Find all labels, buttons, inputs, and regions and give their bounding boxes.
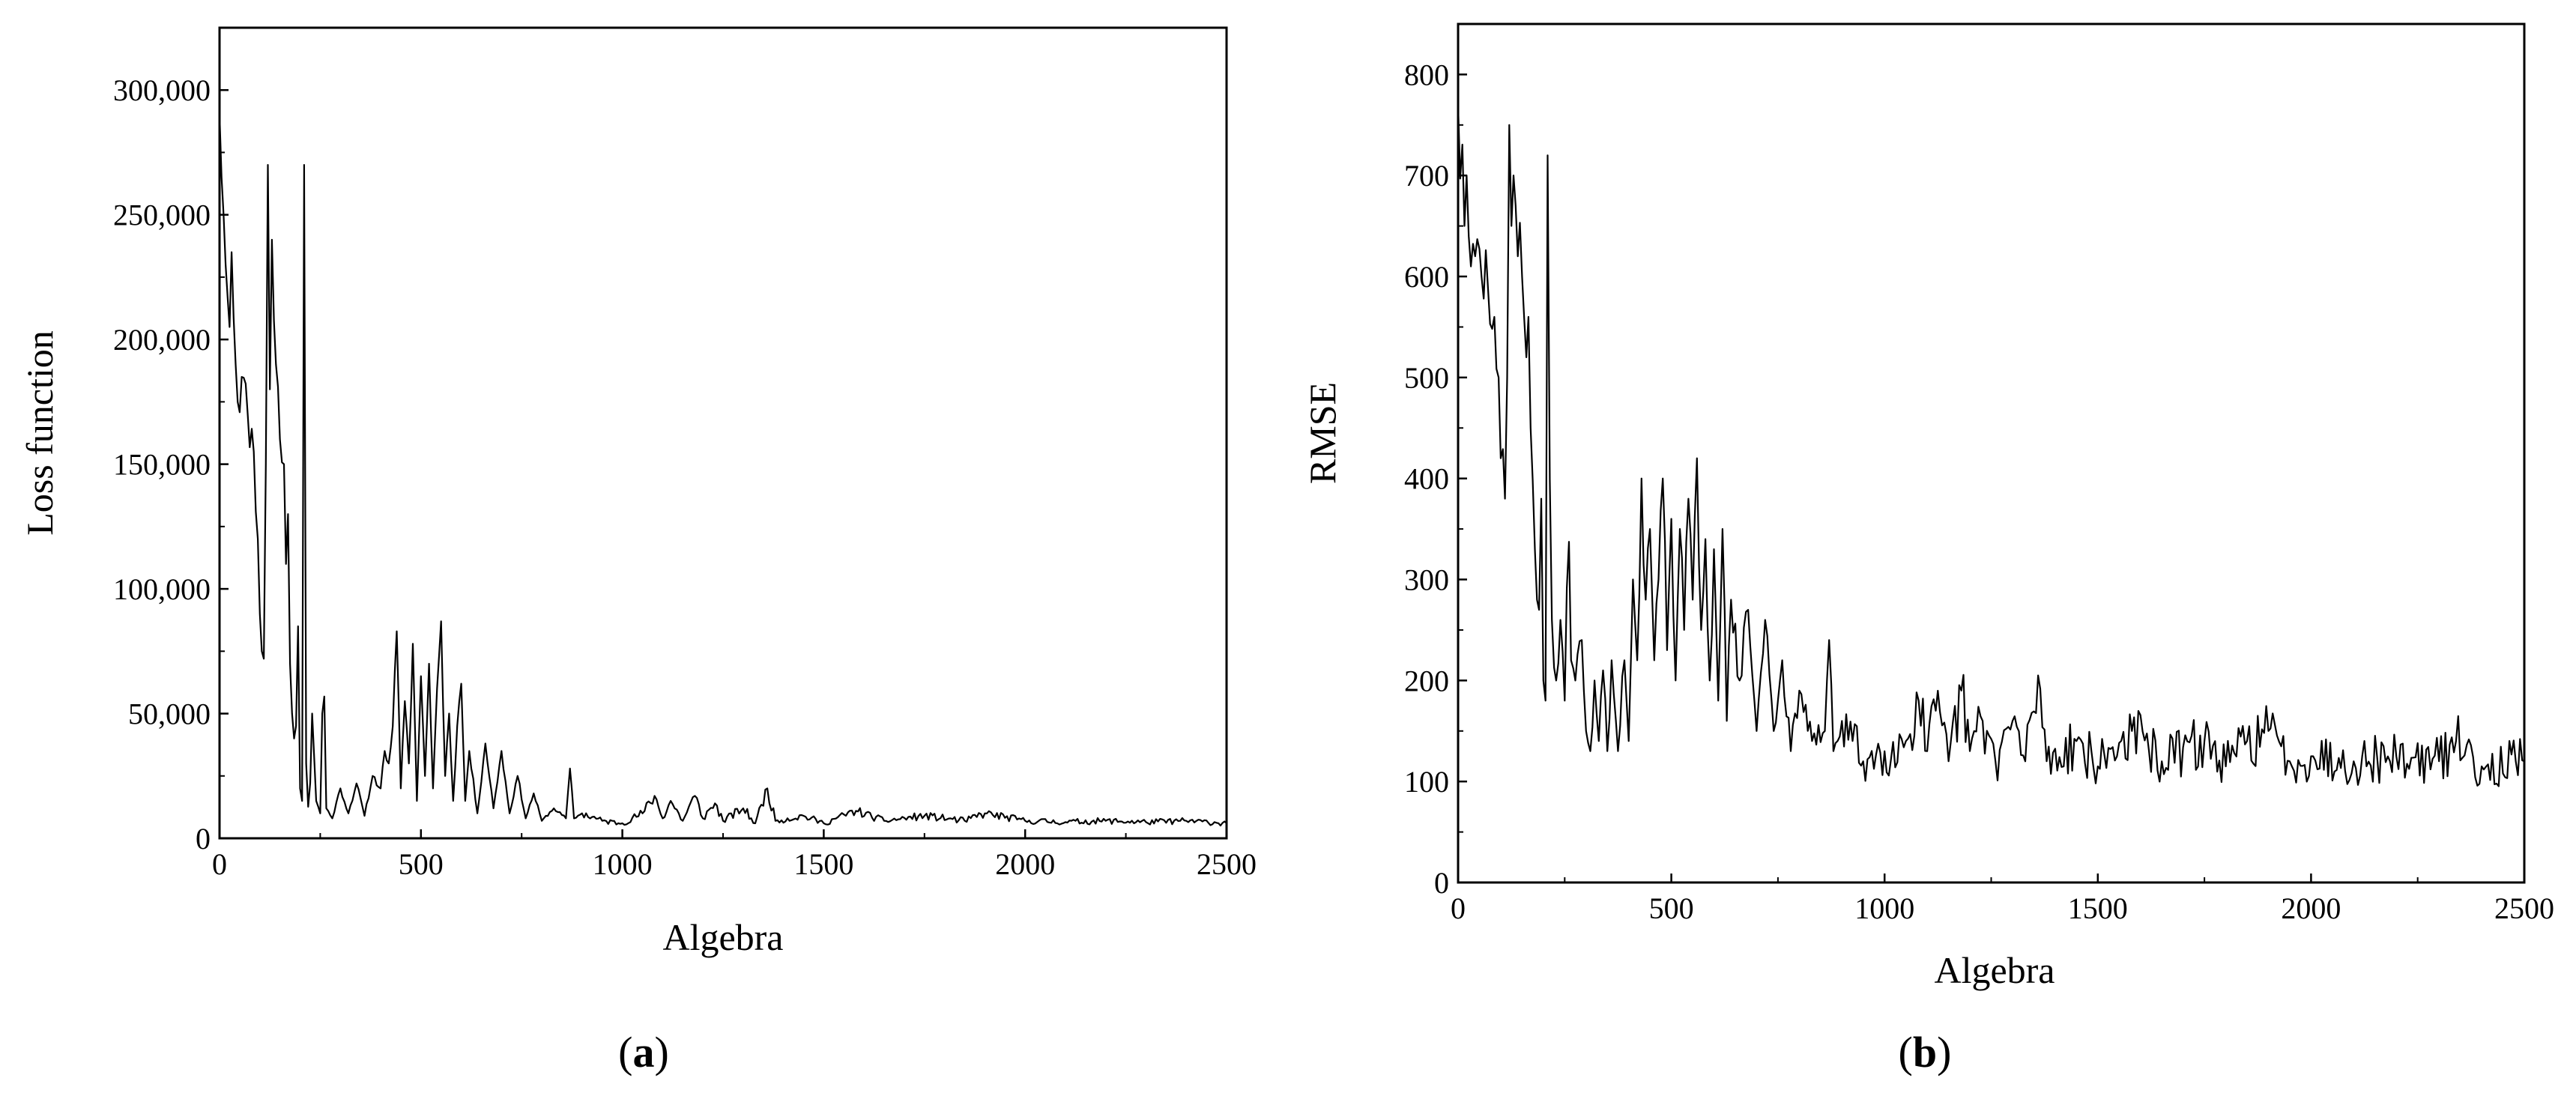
y-tick-label: 150,000 bbox=[113, 448, 211, 482]
y-tick-label: 50,000 bbox=[128, 697, 211, 731]
x-axis-ticks-a: 0 500 1000 1500 2000 2500 bbox=[212, 829, 1257, 881]
x-tick-label: 500 bbox=[399, 847, 444, 881]
y-axis-ticks-a: 0 50,000 100,000 150,000 200,000 250,000 300,0… bbox=[113, 27, 229, 856]
x-tick-label: 2500 bbox=[1197, 847, 1257, 881]
x-axis-title-a: Algebra bbox=[662, 916, 783, 958]
y-axis-ticks-b: 0 100 200 300 400 500 600 700 800 bbox=[1404, 23, 1467, 900]
y-tick-label: 0 bbox=[1434, 866, 1449, 900]
y-axis-title-a: Loss function bbox=[19, 330, 61, 536]
y-tick-label: 700 bbox=[1404, 159, 1449, 193]
y-tick-label: 400 bbox=[1404, 462, 1449, 496]
x-axis-title-b: Algebra bbox=[1934, 949, 2055, 991]
x-tick-label: 1000 bbox=[593, 847, 653, 881]
rmse-line bbox=[1457, 104, 2525, 787]
y-tick-label: 500 bbox=[1404, 361, 1449, 395]
y-axis-title-b: RMSE bbox=[1301, 382, 1343, 484]
x-tick-label: 2500 bbox=[2494, 891, 2554, 925]
plot-frame-a bbox=[218, 26, 1228, 840]
y-tick-label: 600 bbox=[1404, 260, 1449, 294]
x-tick-label: 0 bbox=[212, 847, 227, 881]
y-tick-label: 300 bbox=[1404, 563, 1449, 597]
y-tick-label: 300,000 bbox=[113, 73, 211, 107]
x-tick-label: 1500 bbox=[2068, 891, 2128, 925]
x-tick-label: 1000 bbox=[1854, 891, 1914, 925]
y-tick-label: 200,000 bbox=[113, 323, 211, 357]
loss-function-line bbox=[218, 115, 1227, 827]
x-tick-label: 500 bbox=[1649, 891, 1694, 925]
x-tick-label: 2000 bbox=[995, 847, 1055, 881]
panel-letter-b: b bbox=[1913, 1028, 1937, 1077]
y-tick-label: 800 bbox=[1404, 58, 1449, 91]
chart-panel-a: 0 50,000 100,000 150,000 200,000 250,000 300,0… bbox=[19, 26, 1257, 1077]
x-tick-label: 0 bbox=[1451, 891, 1466, 925]
plot-frame-b bbox=[1457, 22, 2526, 884]
chart-panel-b: 0 100 200 300 400 500 600 700 800 0 500 1000 1500 20… bbox=[1301, 22, 2554, 1077]
x-tick-label: 1500 bbox=[793, 847, 853, 881]
y-tick-label: 100 bbox=[1404, 765, 1449, 799]
x-axis-ticks-b: 0 500 1000 1500 2000 2500 bbox=[1451, 874, 2554, 925]
panel-letter-a: a bbox=[633, 1028, 655, 1077]
x-tick-label: 2000 bbox=[2281, 891, 2341, 925]
y-tick-label: 200 bbox=[1404, 664, 1449, 697]
panel-label-a: (a) bbox=[618, 1028, 669, 1077]
y-tick-label: 100,000 bbox=[113, 572, 211, 606]
y-tick-label: 250,000 bbox=[113, 199, 211, 232]
panel-label-b: (b) bbox=[1899, 1028, 1952, 1077]
y-tick-label: 0 bbox=[196, 822, 211, 856]
